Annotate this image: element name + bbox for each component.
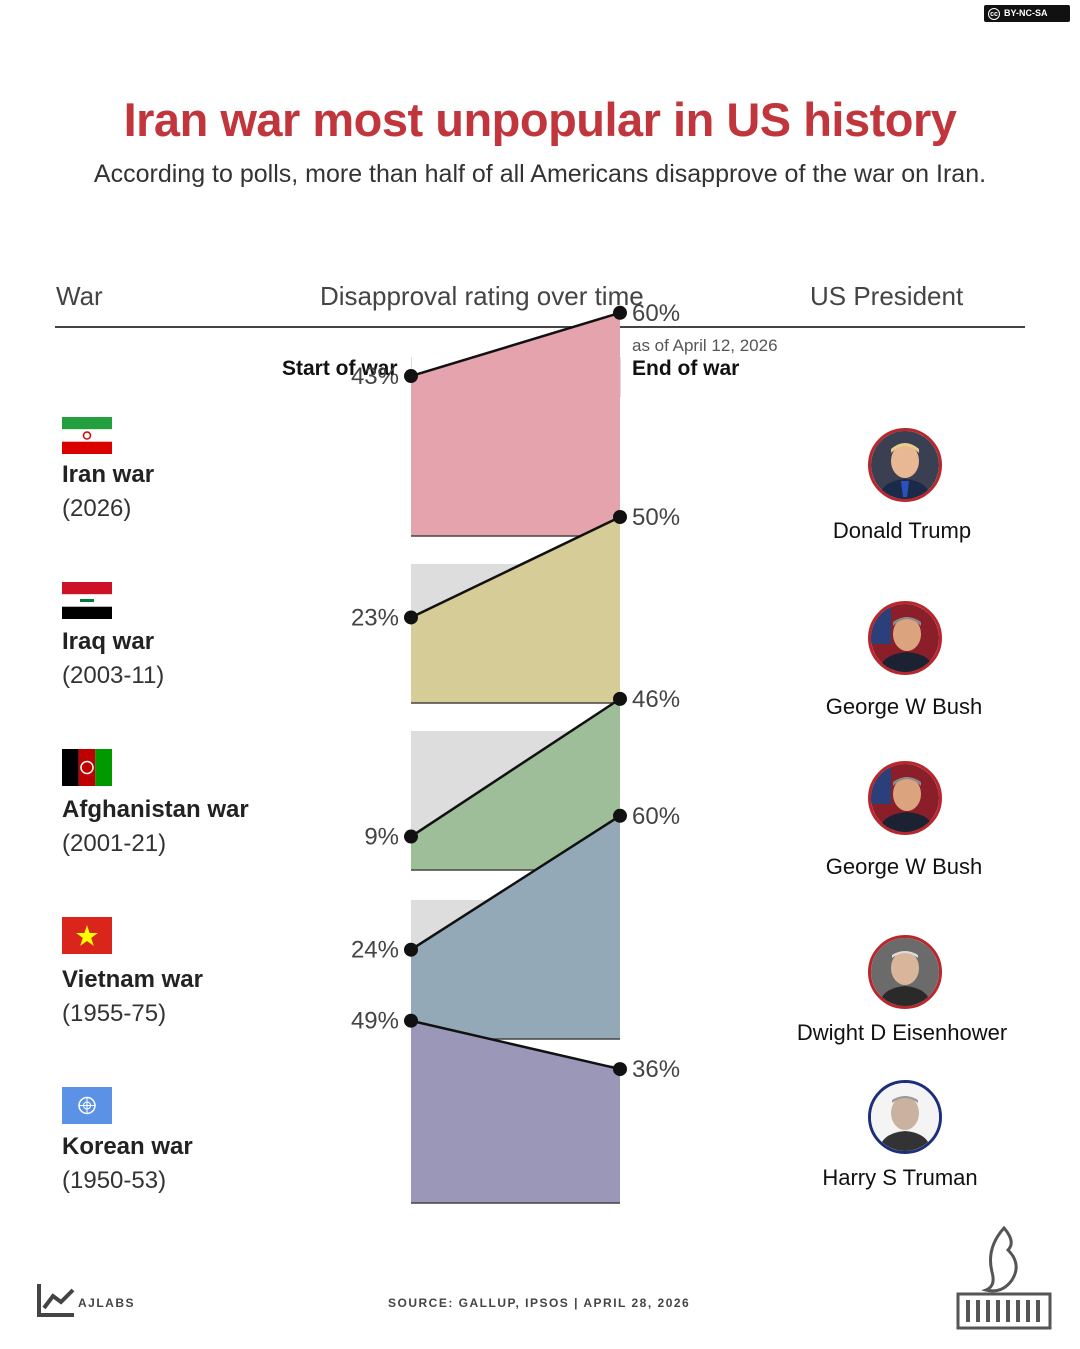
end-label-afghanistan: 46%: [632, 686, 680, 713]
al-jazeera-logo-icon: [956, 1224, 1052, 1332]
iran-flag-icon: [62, 417, 112, 454]
end-label-vietnam: 60%: [632, 803, 680, 830]
trend-line-iraq: [410, 515, 621, 619]
avatar-truman: [868, 1080, 942, 1154]
start-label-afghanistan: 9%: [364, 824, 399, 851]
iraq-flag-icon: [62, 582, 112, 619]
end-point-vietnam: [613, 808, 627, 823]
start-label-iran: 43%: [351, 363, 399, 390]
trend-line-korean: [410, 1019, 621, 1071]
area-korean: [411, 1020, 620, 1203]
start-of-war-label: Start of war: [282, 357, 398, 380]
war-years-vietnam: (1955-75): [62, 1000, 167, 1027]
war-name-iran: Iran war: [62, 461, 155, 488]
start-point-iran: [404, 369, 418, 384]
trend-line-iran: [410, 311, 621, 378]
end-guide-line: [620, 357, 621, 397]
end-point-afghanistan: [613, 691, 627, 706]
avatar-bush-afghanistan: [868, 761, 942, 835]
start-point-iraq: [404, 610, 418, 625]
war-name-korea: Korean war: [62, 1133, 193, 1160]
page-subtitle: According to polls, more than half of al…: [93, 160, 987, 188]
president-name-eisenhower: Dwight D Eisenhower: [796, 1020, 1008, 1045]
vietnam-flag-icon: [62, 917, 112, 954]
avatar-bush-iraq: [868, 601, 942, 675]
trend-line-vietnam: [410, 814, 621, 951]
end-label-iran: 60%: [632, 300, 680, 327]
start-label-vietnam: 24%: [351, 937, 399, 964]
un-flag-icon: [62, 1087, 112, 1124]
afghanistan-flag-icon: [62, 749, 112, 786]
president-name-bush-afghanistan: George W Bush: [825, 854, 983, 879]
end-of-war-label: End of war: [632, 357, 740, 380]
license-badge: cc BY-NC-SA: [984, 5, 1070, 22]
cc-icon: cc: [988, 7, 1000, 20]
page-title: Iran war most unpopular in US history: [123, 93, 957, 146]
war-years-korea: (1950-53): [62, 1167, 167, 1194]
start-point-vietnam: [404, 942, 418, 957]
war-name-afghanistan: Afghanistan war: [62, 796, 249, 823]
note-iran: as of April 12, 2026: [632, 336, 778, 355]
president-name-truman: Harry S Truman: [822, 1165, 978, 1190]
war-name-vietnam: Vietnam war: [62, 966, 203, 993]
area-vietnam: [411, 815, 620, 1039]
column-header-war: War: [56, 281, 103, 311]
president-name-trump: Donald Trump: [832, 518, 972, 543]
president-name-bush-iraq: George W Bush: [825, 694, 983, 719]
brand-label: AJLABS: [78, 1296, 136, 1310]
column-header-rating: Disapproval rating over time: [320, 281, 644, 311]
start-point-korean: [404, 1013, 418, 1028]
area-iraq: [411, 517, 620, 703]
war-years-iraq: (2003-11): [62, 662, 165, 689]
start-point-afghanistan: [404, 829, 418, 844]
area-afghanistan: [411, 698, 620, 870]
end-point-korean: [613, 1062, 627, 1077]
war-years-iran: (2026): [62, 495, 132, 522]
license-text: BY-NC-SA: [1004, 8, 1048, 18]
war-name-iraq: Iraq war: [62, 628, 155, 655]
avatar-trump: [868, 428, 942, 502]
avatar-eisenhower: [868, 935, 942, 1009]
start-label-iraq: 23%: [351, 604, 399, 631]
war-years-afghanistan: (2001-21): [62, 830, 167, 857]
column-header-president: US President: [810, 281, 964, 311]
trend-line-afghanistan: [410, 697, 621, 838]
end-point-iraq: [613, 510, 627, 524]
end-point-iran: [613, 305, 627, 320]
header-rule: [55, 326, 1025, 328]
source-label: SOURCE: GALLUP, IPSOS | APRIL 28, 2026: [388, 1296, 691, 1310]
start-label-korean: 49%: [351, 1008, 399, 1035]
end-label-iraq: 50%: [632, 504, 680, 531]
ajlabs-logo-icon: [36, 1282, 76, 1318]
area-iran: [411, 312, 620, 536]
end-label-korean: 36%: [632, 1056, 680, 1083]
